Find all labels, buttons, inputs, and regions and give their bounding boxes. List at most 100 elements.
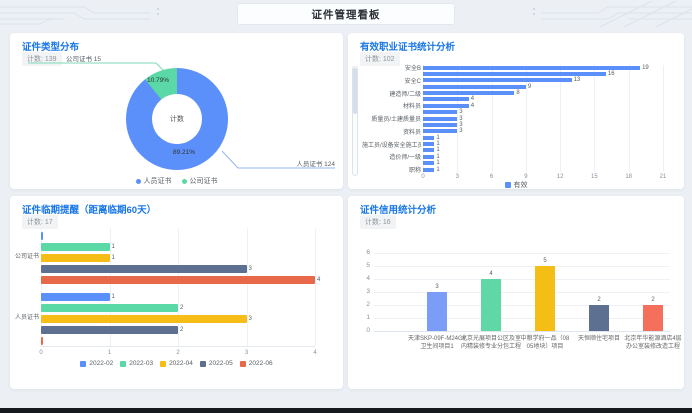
bar[interactable] (423, 142, 435, 146)
bar[interactable] (423, 84, 526, 89)
legend-item[interactable]: 2022-06 (239, 360, 273, 367)
panel-title: 有效职业证书统计分析 (360, 42, 456, 53)
bar-row: 4 (41, 276, 337, 284)
bar-value-label: 5 (543, 258, 547, 264)
bar[interactable] (41, 243, 110, 251)
bar[interactable] (423, 161, 435, 166)
bar-row: 3 (41, 315, 337, 323)
bar-value-label: 1 (436, 160, 440, 167)
dashboard-title-box: 证件管理看板 (237, 3, 455, 25)
pie-callout-lines (28, 62, 335, 169)
legend-item[interactable]: 2022-02 (80, 360, 113, 367)
bar-value-label: 1 (436, 141, 440, 147)
bar[interactable] (41, 265, 247, 273)
bar[interactable] (423, 78, 572, 83)
gridline (178, 228, 179, 346)
bar[interactable] (41, 254, 110, 262)
pie-label-company: 公司证书 15 (66, 56, 102, 63)
gridline (374, 253, 670, 254)
bar-value-label: 4 (470, 102, 475, 109)
panel-cert-type-distribution: 证件类型分布 计数: 139 公司证书 15 人员证书 124 计数 10.79… (10, 33, 343, 189)
bar[interactable] (41, 232, 43, 240)
bar-row: 造价师/一级 1 (362, 154, 668, 162)
legend-label: 2022-04 (169, 360, 193, 367)
bar-value-label: 3 (248, 316, 252, 322)
x-tick-label: 15 (591, 174, 598, 180)
x-tick-label: 3 (244, 350, 249, 356)
x-tick-label: 3 (455, 174, 459, 180)
bar-row: 资料员 3 (362, 128, 668, 136)
bar[interactable] (41, 326, 178, 334)
bar[interactable] (481, 279, 501, 331)
bar[interactable] (423, 110, 458, 115)
y-tick-label: 5 (366, 262, 370, 269)
gridline (663, 65, 664, 172)
bar[interactable] (427, 292, 447, 331)
bar[interactable] (423, 116, 458, 121)
x-tick-label: 0 (39, 350, 43, 356)
bar-value-label: 16 (607, 70, 615, 77)
bar[interactable] (423, 135, 435, 140)
legend-dot (181, 178, 187, 184)
x-tick-label: 0 (421, 174, 425, 180)
gridline (41, 228, 42, 346)
count-badge: 计数: 16 (360, 215, 396, 229)
bar-row (41, 232, 337, 240)
bar[interactable] (423, 65, 641, 70)
bar[interactable] (423, 154, 435, 159)
dashboard-title: 证件管理看板 (311, 8, 381, 21)
bar-row: 1 (362, 135, 668, 141)
x-tick-label: 4 (313, 350, 317, 356)
y-tick-label: 0 (366, 327, 370, 334)
category-label-person: 人员证书 (14, 315, 39, 321)
bar[interactable] (423, 129, 458, 134)
bar[interactable] (41, 304, 178, 312)
bar-category-label: 材料员 (402, 104, 421, 111)
legend-item-person[interactable]: 人员证书 (135, 176, 172, 186)
bar[interactable] (423, 148, 435, 153)
bar-value-label: 3 (459, 121, 463, 128)
legend-item-company[interactable]: 公司证书 (181, 176, 218, 186)
bar[interactable] (423, 71, 606, 76)
bar-value-label: 2 (180, 305, 184, 311)
bar-row: 1 (362, 160, 668, 167)
bar-row: 2 (41, 304, 337, 312)
bar-category-label: 资料员 (402, 129, 421, 136)
bar[interactable] (423, 103, 469, 108)
bar[interactable] (41, 315, 247, 323)
bar-category-label: 天恒顺住宅项目 (577, 336, 620, 342)
scrollbar-thumb[interactable] (353, 68, 357, 114)
bar-category-label: 安全C (404, 78, 421, 85)
pie-percent-company: 10.79% (146, 77, 170, 84)
bar[interactable] (535, 266, 555, 331)
chart-gridlines (41, 228, 316, 347)
bar-category-label: 建造师/二级 (389, 91, 421, 98)
bar[interactable] (41, 293, 110, 301)
legend-item[interactable]: 2022-03 (120, 360, 153, 367)
bar-value-label: 4 (470, 96, 475, 103)
legend-item[interactable]: 2022-05 (199, 360, 233, 367)
bar-value-label: 3 (248, 266, 252, 272)
bar-groups: 1 1 3 4 1 2 3 2 (41, 232, 337, 348)
bar[interactable] (423, 97, 469, 102)
y-tick-label: 2 (366, 301, 370, 308)
bar[interactable] (589, 305, 609, 331)
panel-expiry-reminder: 证件临期提醒（距离临期60天） 计数: 17 1 1 3 4 1 2 3 2 公司证书 人员证… (10, 196, 343, 389)
gridline (594, 65, 596, 172)
bar[interactable] (423, 91, 515, 95)
bar[interactable] (41, 337, 43, 345)
bar[interactable] (41, 276, 315, 284)
panel-title: 证件类型分布 (22, 42, 80, 53)
bar-category-label: 施工员/设备安全施工员 (362, 142, 421, 149)
bar[interactable] (423, 167, 435, 172)
chart-scrollbar[interactable] (352, 66, 358, 176)
donut-center-label: 计数 (152, 94, 202, 144)
gridline (374, 266, 670, 267)
bar[interactable] (643, 305, 663, 331)
bar[interactable] (423, 122, 458, 127)
legend-item[interactable]: 2022-04 (160, 360, 193, 367)
bar-value-label: 13 (573, 77, 581, 84)
bar-row: 4 (362, 96, 668, 103)
gridline (374, 305, 670, 306)
legend-item-valid[interactable]: 有效 (504, 180, 528, 190)
